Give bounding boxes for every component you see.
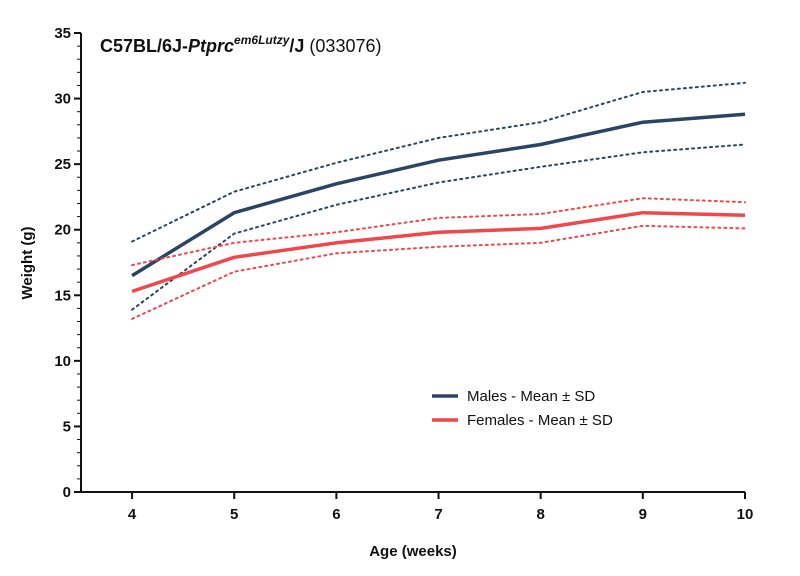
x-axis-title: Age (weeks) (369, 543, 457, 560)
y-tick-label: 35 (54, 25, 71, 42)
y-tick-label: 25 (54, 156, 71, 173)
females-legend-label: Females - Mean ± SD (467, 412, 613, 429)
y-tick-label: 5 (63, 418, 71, 435)
legend: Males - Mean ± SD Females - Mean ± SD (432, 388, 613, 429)
x-tick-label: 7 (434, 506, 442, 523)
x-tick-label: 4 (128, 506, 137, 523)
x-tick-label: 5 (230, 506, 238, 523)
females-mean-line (131, 210, 746, 294)
males-mean-line (131, 112, 746, 278)
females-upper-sd-line (131, 197, 746, 267)
y-tick-label: 10 (54, 353, 71, 370)
males-upper-sd-line (131, 81, 746, 243)
axes: 0 5 10 15 20 25 30 35 4 5 6 7 8 9 10 (54, 25, 753, 523)
y-tick-label: 15 (54, 287, 71, 304)
x-tick-label: 8 (537, 506, 545, 523)
series-layer (131, 81, 746, 320)
females-lower-sd-line (131, 224, 746, 320)
y-tick-label: 20 (54, 222, 71, 239)
x-tick-label: 9 (639, 506, 647, 523)
y-tick-label: 30 (54, 91, 71, 108)
males-lower-sd-line (131, 143, 746, 311)
x-tick-label: 10 (737, 506, 754, 523)
y-axis-title: Weight (g) (19, 226, 36, 299)
chart-title: C57BL/6J-Ptprcem6Lutzy/J (033076) (100, 33, 381, 56)
males-legend-label: Males - Mean ± SD (467, 388, 595, 405)
x-tick-label: 6 (332, 506, 340, 523)
y-tick-label: 0 (63, 484, 71, 501)
